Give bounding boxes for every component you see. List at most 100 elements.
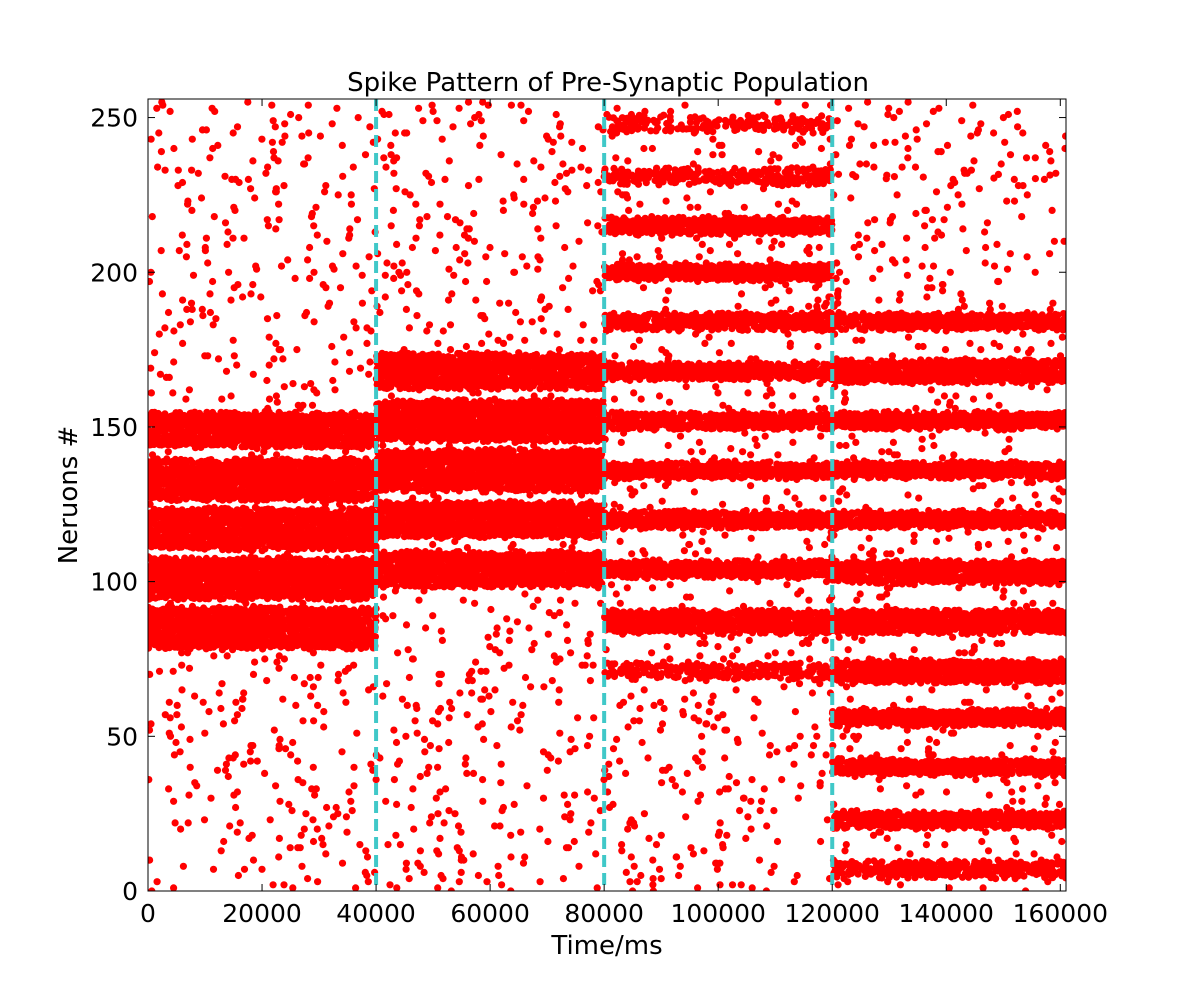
spike-point bbox=[148, 856, 154, 864]
spike-point bbox=[201, 243, 209, 252]
spike-point bbox=[306, 673, 314, 682]
spike-point bbox=[169, 667, 177, 675]
spike-point bbox=[311, 791, 319, 799]
spike-point bbox=[350, 318, 358, 326]
spike-point bbox=[307, 692, 315, 700]
spike-point bbox=[231, 717, 239, 725]
spike-point bbox=[299, 401, 307, 409]
spike-point bbox=[323, 803, 331, 812]
spike-point bbox=[365, 253, 373, 261]
spike-point bbox=[257, 293, 265, 301]
spike-point bbox=[156, 370, 164, 378]
spike-point bbox=[279, 695, 287, 703]
spike-point bbox=[176, 748, 184, 756]
spike-point bbox=[318, 834, 326, 843]
spike-point bbox=[284, 256, 292, 264]
spike-point bbox=[200, 816, 209, 824]
spike-point bbox=[215, 459, 223, 467]
spike-point bbox=[372, 776, 380, 784]
spike-point bbox=[273, 658, 281, 666]
spike-point bbox=[346, 349, 354, 357]
spike-point bbox=[172, 738, 180, 747]
spike-point bbox=[148, 887, 156, 891]
spike-point bbox=[177, 723, 185, 731]
spike-point bbox=[186, 735, 194, 744]
spike-point bbox=[332, 803, 340, 812]
spike-point bbox=[300, 680, 308, 688]
spike-point bbox=[289, 884, 297, 891]
spike-point bbox=[280, 881, 288, 889]
spike-point bbox=[314, 673, 322, 682]
spike-point bbox=[263, 376, 271, 385]
spike-point bbox=[199, 698, 207, 706]
spike-point bbox=[170, 327, 178, 335]
spike-point bbox=[325, 299, 334, 307]
spike-point bbox=[148, 389, 155, 397]
spike-point bbox=[186, 318, 194, 326]
spike-point bbox=[325, 822, 333, 830]
spike-point bbox=[342, 813, 350, 821]
spike-point bbox=[338, 859, 347, 867]
spike-point bbox=[302, 308, 311, 317]
spike-point bbox=[249, 742, 257, 750]
spike-point bbox=[227, 507, 235, 515]
spike-point bbox=[155, 330, 163, 338]
spike-point bbox=[294, 757, 302, 765]
spike-point bbox=[275, 834, 283, 843]
spike-point bbox=[198, 305, 206, 313]
spike-point bbox=[223, 652, 231, 660]
spike-point bbox=[272, 782, 280, 790]
spike-point bbox=[183, 240, 191, 248]
spike-point bbox=[205, 708, 213, 716]
spike-point bbox=[319, 281, 327, 289]
spike-point bbox=[178, 686, 186, 694]
spike-point bbox=[179, 339, 187, 347]
spike-point bbox=[170, 884, 178, 891]
spike-point bbox=[339, 250, 347, 258]
spike-point bbox=[158, 290, 166, 298]
spike-point bbox=[338, 748, 346, 756]
spike-point bbox=[302, 413, 310, 421]
spike-point bbox=[179, 296, 187, 304]
spike-point bbox=[275, 853, 283, 861]
spike-point bbox=[306, 243, 314, 252]
spike-point bbox=[363, 853, 372, 861]
spike-point bbox=[191, 779, 199, 787]
spike-point bbox=[253, 757, 261, 765]
spike-point bbox=[347, 797, 355, 805]
spike-point bbox=[234, 281, 242, 289]
spike-point bbox=[186, 763, 194, 771]
spike-point bbox=[323, 237, 331, 245]
spike-point bbox=[263, 315, 272, 323]
spike-point bbox=[275, 346, 283, 354]
spike-point bbox=[182, 395, 190, 403]
spike-point bbox=[189, 271, 198, 279]
spike-point bbox=[204, 352, 212, 360]
spike-point bbox=[232, 803, 240, 812]
spike-point bbox=[215, 689, 223, 697]
spike-point bbox=[210, 652, 218, 660]
spike-point bbox=[230, 352, 238, 360]
spike-point bbox=[240, 865, 249, 873]
spike-point bbox=[251, 658, 259, 666]
spike-point bbox=[273, 312, 281, 320]
spike-point bbox=[240, 689, 248, 697]
spike-point bbox=[164, 448, 172, 456]
spike-point bbox=[221, 219, 230, 227]
spike-point bbox=[188, 602, 197, 611]
spike-point bbox=[227, 392, 235, 400]
spike-point bbox=[286, 844, 294, 852]
spike-point bbox=[363, 324, 371, 332]
spike-point bbox=[345, 788, 353, 796]
spike-point bbox=[287, 751, 295, 759]
spike-point bbox=[225, 268, 233, 276]
spike-point bbox=[350, 661, 358, 669]
spike-point bbox=[157, 247, 165, 255]
spike-point bbox=[224, 772, 232, 781]
spike-point bbox=[170, 358, 178, 366]
spike-point bbox=[309, 763, 317, 771]
spike-point bbox=[328, 262, 337, 270]
spike-point bbox=[201, 729, 209, 737]
spike-point bbox=[348, 807, 356, 815]
spike-point bbox=[310, 222, 318, 230]
